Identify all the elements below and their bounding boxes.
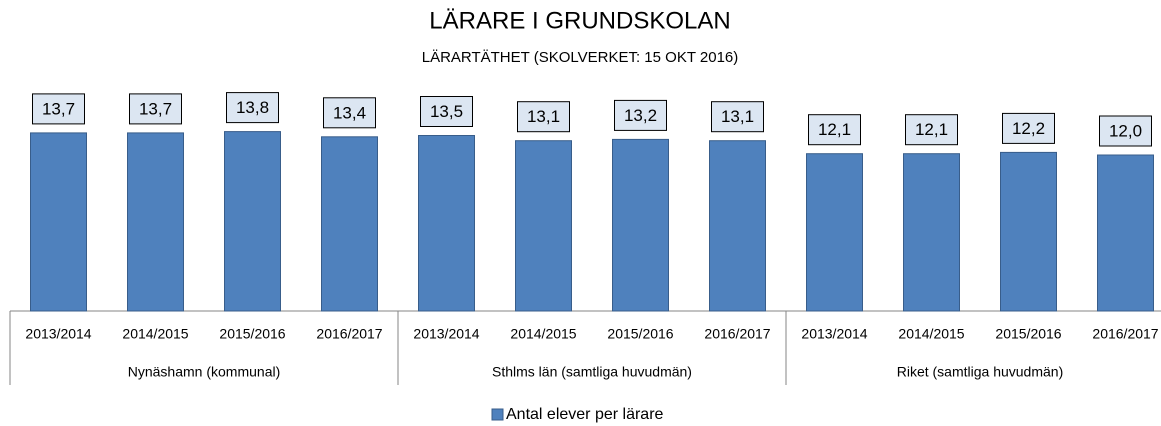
x-tick-label: 2015/2016 — [995, 326, 1061, 342]
value-label: 12,1 — [818, 120, 851, 139]
value-label: 13,2 — [624, 106, 657, 125]
value-label-box — [808, 114, 861, 146]
group-label: Riket (samtliga huvudmän) — [897, 364, 1064, 380]
group-label: Sthlms län (samtliga huvudmän) — [492, 364, 692, 380]
bar — [30, 132, 87, 312]
value-label: 12,0 — [1109, 121, 1142, 140]
bar — [709, 140, 766, 312]
group-label: Nynäshamn (kommunal) — [128, 364, 281, 380]
value-label-box — [323, 97, 376, 129]
legend-label: Antal elever per lärare — [506, 406, 664, 423]
value-label-box — [711, 101, 764, 133]
bar — [515, 140, 572, 312]
bar — [612, 138, 669, 312]
value-label: 13,7 — [139, 99, 172, 118]
value-label-box — [614, 99, 667, 131]
value-label-box — [517, 101, 570, 133]
bar — [418, 135, 475, 312]
chart-subtitle: LÄRARTÄTHET (SKOLVERKET: 15 OKT 2016) — [422, 49, 739, 66]
bar — [1097, 154, 1154, 312]
value-label: 13,7 — [42, 99, 75, 118]
value-label: 12,1 — [915, 120, 948, 139]
value-label-box — [32, 93, 85, 125]
bar — [321, 136, 378, 312]
x-tick-label: 2016/2017 — [704, 326, 770, 342]
bar — [1000, 151, 1057, 312]
chart-title: LÄRARE I GRUNDSKOLAN — [429, 7, 730, 34]
value-label: 13,8 — [236, 98, 269, 117]
bar — [224, 131, 281, 312]
x-tick-label: 2013/2014 — [413, 326, 479, 342]
value-label: 13,1 — [527, 107, 560, 126]
x-tick-label: 2015/2016 — [219, 326, 285, 342]
x-tick-label: 2013/2014 — [801, 326, 867, 342]
value-label-box — [129, 93, 182, 125]
value-label: 12,2 — [1012, 119, 1045, 138]
x-tick-label: 2015/2016 — [607, 326, 673, 342]
value-label-box — [905, 114, 958, 146]
x-tick-label: 2014/2015 — [898, 326, 964, 342]
value-label-box — [1099, 115, 1152, 147]
x-tick-label: 2016/2017 — [316, 326, 382, 342]
value-label: 13,1 — [721, 107, 754, 126]
x-tick-label: 2014/2015 — [510, 326, 576, 342]
value-label-box — [1002, 112, 1055, 144]
value-label-box — [420, 96, 473, 127]
x-tick-label: 2014/2015 — [122, 326, 188, 342]
value-label: 13,4 — [333, 103, 366, 122]
bar — [903, 153, 960, 312]
bar — [806, 153, 863, 312]
legend-swatch — [491, 408, 504, 421]
x-tick-label: 2016/2017 — [1092, 326, 1158, 342]
bar — [127, 132, 184, 312]
x-tick-label: 2013/2014 — [25, 326, 91, 342]
value-label: 13,5 — [430, 102, 463, 121]
value-label-box — [226, 92, 279, 124]
